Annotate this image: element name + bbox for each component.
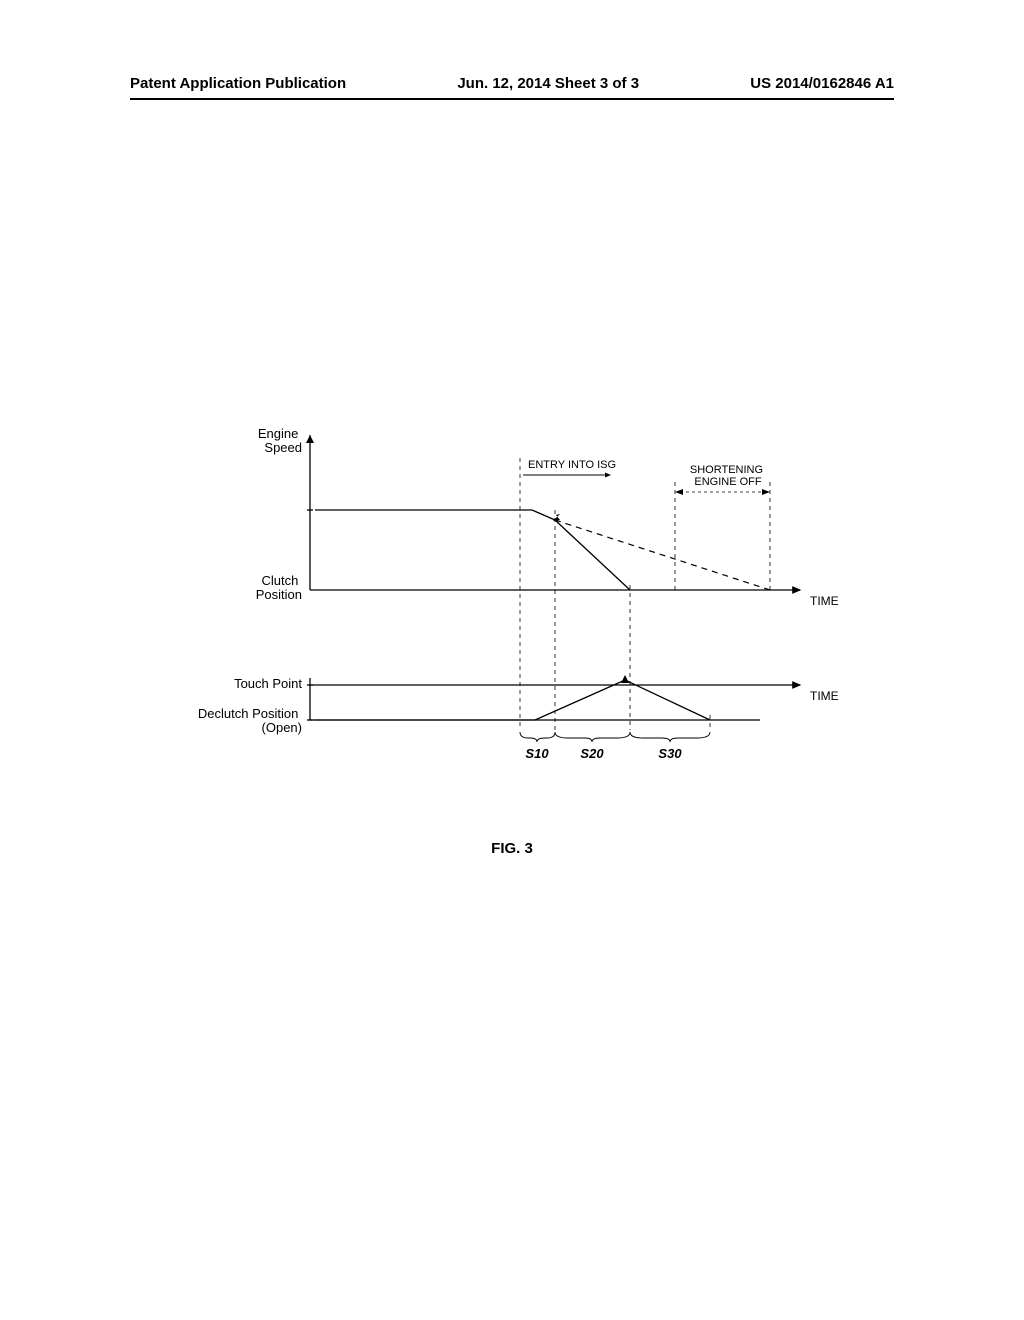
label-engine-speed: Engine Speed [258,426,302,455]
figure-caption: FIG. 3 [0,840,1024,857]
header-middle: Jun. 12, 2014 Sheet 3 of 3 [457,75,639,92]
label-s20: S20 [580,746,604,761]
label-s30: S30 [658,746,682,761]
label-shortening: SHORTENING ENGINE OFF [690,464,766,488]
label-s10: S10 [525,746,549,761]
label-touch-point: Touch Point [234,676,302,691]
label-entry-isg: ENTRY INTO ISG [528,459,616,471]
label-declutch: Declutch Position (Open) [198,706,302,735]
header-rule [130,98,894,100]
header-left: Patent Application Publication [130,75,346,92]
label-time-upper: TIME [810,594,839,608]
figure-3: Engine Speed Clutch Position TIME ENTRY … [180,420,860,780]
label-clutch-position: Clutch Position [256,573,302,602]
page-header: Patent Application Publication Jun. 12, … [130,75,894,92]
label-time-lower: TIME [810,689,839,703]
header-right: US 2014/0162846 A1 [750,75,894,92]
